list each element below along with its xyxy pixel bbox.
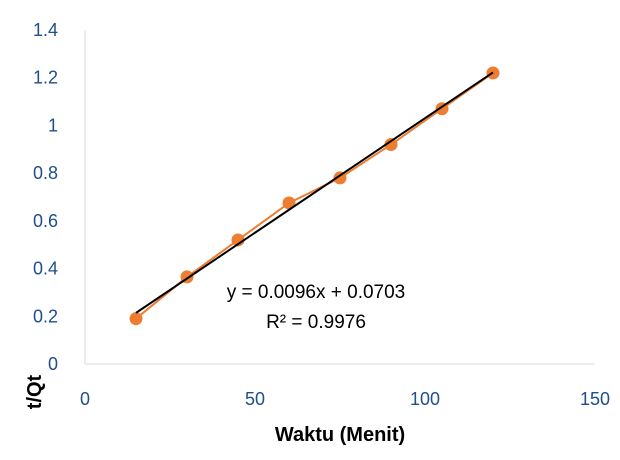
trendline-group (135, 71, 494, 314)
y-tick-label: 1 (48, 115, 58, 135)
x-tick-label: 50 (245, 389, 265, 409)
x-axis-title: Waktu (Menit) (275, 424, 405, 446)
y-tick-label: 0 (48, 354, 58, 374)
y-tick-label: 0.4 (33, 259, 58, 279)
y-tick-label: 1.4 (33, 20, 58, 40)
y-axis-title: t/Qt (24, 374, 46, 409)
data-point (129, 312, 143, 326)
data-point (333, 171, 347, 185)
x-tick-label: 0 (80, 389, 90, 409)
data-point (384, 138, 398, 152)
x-tick-labels: 0 50 100 150 (80, 389, 610, 409)
y-tick-labels: 0 0.2 0.4 0.6 0.8 1 1.2 1.4 (33, 20, 58, 374)
data-point (282, 196, 296, 210)
trendline-equation: y = 0.0096x + 0.0703 (227, 282, 406, 303)
y-tick-label: 1.2 (33, 68, 58, 88)
x-tick-label: 150 (580, 389, 610, 409)
trendline (135, 71, 494, 314)
y-tick-label: 0.2 (33, 306, 58, 326)
data-point (231, 233, 245, 247)
series-line (135, 72, 494, 320)
trendline-r-squared: R² = 0.9976 (266, 312, 366, 333)
y-tick-label: 0.6 (33, 211, 58, 231)
x-tick-label: 100 (410, 389, 440, 409)
y-tick-label: 0.8 (33, 163, 58, 183)
